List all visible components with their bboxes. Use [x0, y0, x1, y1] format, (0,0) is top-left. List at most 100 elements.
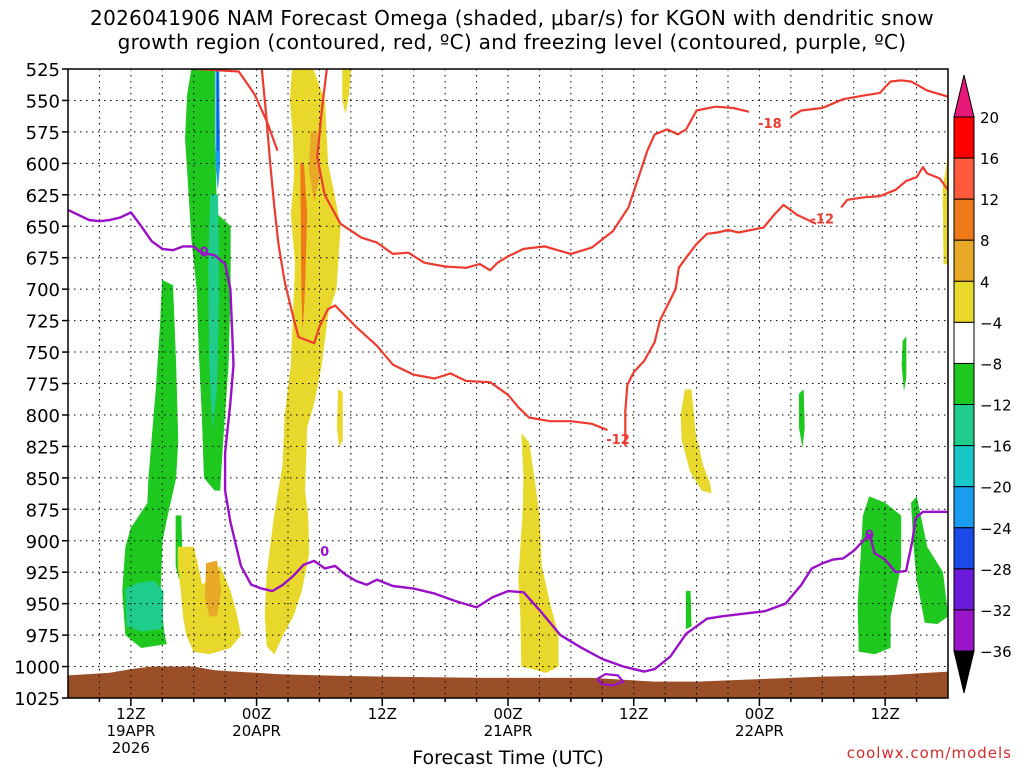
title-line-1: 2026041906 NAM Forecast Omega (shaded, μ…	[90, 6, 934, 30]
y-tick-label-950: 950	[26, 595, 60, 616]
colorbar-label-1: 16	[980, 150, 999, 168]
colorbar-bottom-arrow	[953, 650, 975, 694]
omega-region-6	[217, 69, 219, 152]
x-tick-label-1-1: 20APR	[232, 722, 281, 740]
omega-region-18	[798, 389, 805, 447]
colorbar-top-arrow	[953, 74, 975, 118]
dgz-minus12-right-contour	[624, 203, 817, 447]
y-tick-label-625: 625	[26, 186, 60, 207]
colorbar-label-7: −12	[980, 397, 1012, 415]
y-axis: 525 550 575 600 625 650 675 700 725 750 775 800 825 8…	[14, 60, 68, 710]
x-tick-label-5-1: 22APR	[735, 722, 784, 740]
contour-label-2: -12	[606, 433, 630, 448]
colorbar-box-2	[953, 198, 975, 241]
colorbar-label-9: −20	[980, 479, 1012, 497]
contour-labels-layer: -18 -12 -12 0 0 0	[200, 117, 874, 560]
y-tick-label-900: 900	[26, 532, 60, 553]
grid-layer	[68, 69, 948, 698]
omega-region-13	[942, 157, 948, 265]
colorbar-label-10: −24	[980, 520, 1012, 538]
x-tick-label-5-0: 00Z	[745, 705, 774, 723]
contour-label-5: 0	[865, 528, 874, 543]
omega-region-3	[125, 580, 164, 632]
omega-region-4	[208, 194, 220, 428]
omega-region-9	[336, 389, 343, 448]
colorbar-label-12: −32	[980, 602, 1012, 620]
x-axis-title: Forecast Time (UTC)	[412, 747, 603, 768]
colorbar-label-0: 20	[980, 109, 999, 127]
colorbar-box-11	[953, 568, 975, 611]
y-tick-label-825: 825	[26, 437, 60, 458]
y-tick-label-1025: 1025	[14, 689, 60, 710]
omega-region-12	[680, 389, 712, 494]
y-tick-label-725: 725	[26, 312, 60, 333]
freezing-level-loop	[596, 672, 626, 687]
dgz-minus12-far-right-contour	[840, 166, 948, 209]
y-tick-label-750: 750	[26, 343, 60, 364]
x-tick-label-2-0: 12Z	[368, 705, 397, 723]
colorbar-label-4: 4	[980, 273, 990, 291]
y-tick-label-575: 575	[26, 123, 60, 144]
omega-region-17	[685, 590, 692, 630]
contour-label-4: 0	[320, 545, 329, 560]
colorbar-box-10	[953, 527, 975, 570]
colorbar-label-13: −36	[980, 643, 1012, 661]
colorbar-label-3: 8	[980, 232, 990, 250]
y-tick-label-800: 800	[26, 406, 60, 427]
omega-region-0	[185, 69, 231, 491]
y-tick-label-700: 700	[26, 280, 60, 301]
colorbar-box-9	[953, 486, 975, 529]
credit-text: coolwx.com/models	[846, 744, 1012, 762]
colorbar-label-11: −28	[980, 561, 1012, 579]
colorbar-box-12	[953, 609, 975, 652]
contour-layer	[68, 69, 948, 687]
colorbar-box-1	[953, 157, 975, 200]
chart-title: 2026041906 NAM Forecast Omega (shaded, μ…	[0, 6, 1024, 54]
dgz-minus18-right-contour	[790, 79, 948, 118]
omega-region-20	[911, 496, 948, 625]
y-tick-label-775: 775	[26, 375, 60, 396]
colorbar-box-0	[953, 116, 975, 159]
x-tick-label-1-0: 00Z	[242, 705, 271, 723]
colorbar-box-3	[953, 239, 975, 282]
omega-region-8	[342, 69, 352, 114]
omega-region-21	[901, 336, 907, 390]
x-tick-label-4-0: 12Z	[619, 705, 648, 723]
y-tick-label-1000: 1000	[14, 658, 60, 679]
colorbar-box-7	[953, 404, 975, 447]
omega-region-11	[518, 433, 559, 674]
omega-region-14	[300, 163, 308, 327]
title-line-2: growth region (contoured, red, ºC) and f…	[117, 30, 907, 54]
freezing-level-contour	[68, 208, 948, 673]
colorbar-label-6: −8	[980, 355, 1002, 373]
colorbar-box-4	[953, 280, 975, 323]
omega-region-19	[857, 496, 902, 655]
colorbar-label-8: −16	[980, 438, 1012, 456]
omega-region-16	[204, 560, 222, 617]
x-tick-label-3-1: 21APR	[484, 722, 533, 740]
omega-shading-layer	[122, 69, 948, 674]
y-tick-label-875: 875	[26, 500, 60, 521]
colorbar-box-8	[953, 445, 975, 488]
contour-label-1: -12	[811, 213, 835, 228]
x-tick-label-0-1: 19APR	[106, 722, 155, 740]
dgz-minus18-lower-contour	[316, 69, 750, 272]
y-tick-label-525: 525	[26, 60, 60, 81]
colorbar: 20 16 12 8 4 −4 −8 −12 −16 −20 −24 −28 −32 −36	[953, 74, 1012, 694]
y-tick-label-550: 550	[26, 91, 60, 112]
y-tick-label-650: 650	[26, 217, 60, 238]
dgz-minus12-upper-contour	[260, 69, 608, 432]
x-tick-label-3-0: 00Z	[493, 705, 522, 723]
y-tick-label-675: 675	[26, 249, 60, 270]
colorbar-box-5	[953, 321, 975, 364]
contour-label-3: 0	[200, 245, 209, 260]
colorbar-label-5: −4	[980, 314, 1002, 332]
x-tick-label-0-2: 2026	[112, 739, 150, 757]
contour-label-0: -18	[758, 117, 782, 132]
omega-region-7	[264, 69, 341, 655]
colorbar-label-2: 12	[980, 191, 999, 209]
y-tick-label-925: 925	[26, 563, 60, 584]
x-tick-label-0-0: 12Z	[116, 705, 145, 723]
